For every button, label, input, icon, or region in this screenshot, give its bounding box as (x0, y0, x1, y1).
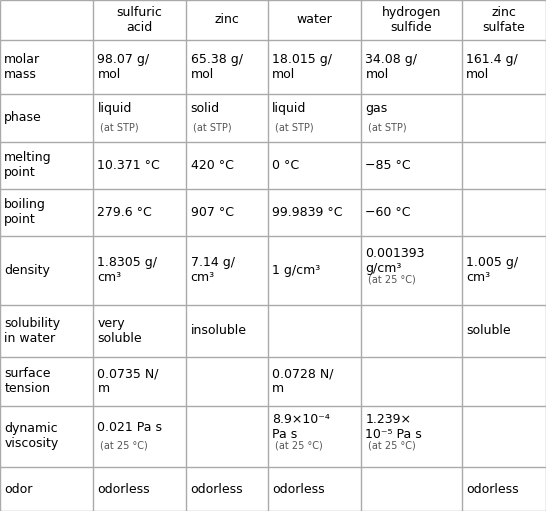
Text: insoluble: insoluble (191, 324, 247, 337)
Text: (at STP): (at STP) (100, 122, 139, 132)
Text: zinc
sulfate: zinc sulfate (483, 6, 525, 34)
Text: boiling
point: boiling point (4, 198, 46, 226)
Text: hydrogen
sulfide: hydrogen sulfide (382, 6, 441, 34)
Text: −60 °C: −60 °C (365, 206, 411, 219)
Text: 10.371 °C: 10.371 °C (98, 159, 160, 172)
Text: phase: phase (4, 111, 42, 124)
Text: solubility
in water: solubility in water (4, 317, 61, 345)
Text: very
soluble: very soluble (98, 317, 142, 345)
Text: 8.9×10⁻⁴
Pa s: 8.9×10⁻⁴ Pa s (272, 413, 330, 442)
Text: 98.07 g/
mol: 98.07 g/ mol (98, 53, 150, 81)
Text: soluble: soluble (466, 324, 511, 337)
Text: odorless: odorless (191, 482, 243, 496)
Text: 1.239×
10⁻⁵ Pa s: 1.239× 10⁻⁵ Pa s (365, 413, 422, 442)
Text: molar
mass: molar mass (4, 53, 40, 81)
Text: sulfuric
acid: sulfuric acid (117, 6, 163, 34)
Text: 34.08 g/
mol: 34.08 g/ mol (365, 53, 418, 81)
Text: water: water (296, 13, 333, 27)
Text: 1.8305 g/
cm³: 1.8305 g/ cm³ (98, 256, 157, 284)
Text: 279.6 °C: 279.6 °C (98, 206, 152, 219)
Text: 65.38 g/
mol: 65.38 g/ mol (191, 53, 242, 81)
Text: surface
tension: surface tension (4, 367, 51, 396)
Text: odorless: odorless (272, 482, 325, 496)
Text: 907 °C: 907 °C (191, 206, 234, 219)
Text: 161.4 g/
mol: 161.4 g/ mol (466, 53, 518, 81)
Text: (at STP): (at STP) (275, 122, 314, 132)
Text: melting
point: melting point (4, 151, 52, 179)
Text: (at STP): (at STP) (368, 122, 407, 132)
Text: odorless: odorless (98, 482, 150, 496)
Text: 0.021 Pa s: 0.021 Pa s (98, 421, 163, 434)
Text: liquid: liquid (98, 102, 132, 115)
Text: (at STP): (at STP) (193, 122, 232, 132)
Text: liquid: liquid (272, 102, 307, 115)
Text: (at 25 °C): (at 25 °C) (100, 440, 148, 451)
Text: 0.001393
g/cm³: 0.001393 g/cm³ (365, 247, 425, 275)
Text: 0 °C: 0 °C (272, 159, 299, 172)
Text: density: density (4, 264, 50, 276)
Text: (at 25 °C): (at 25 °C) (368, 440, 416, 451)
Text: 18.015 g/
mol: 18.015 g/ mol (272, 53, 333, 81)
Text: 420 °C: 420 °C (191, 159, 234, 172)
Text: −85 °C: −85 °C (365, 159, 411, 172)
Text: (at 25 °C): (at 25 °C) (368, 274, 416, 284)
Text: solid: solid (191, 102, 219, 115)
Text: 7.14 g/
cm³: 7.14 g/ cm³ (191, 256, 235, 284)
Text: 1.005 g/
cm³: 1.005 g/ cm³ (466, 256, 518, 284)
Text: 99.9839 °C: 99.9839 °C (272, 206, 343, 219)
Text: (at 25 °C): (at 25 °C) (275, 440, 323, 451)
Text: zinc: zinc (215, 13, 240, 27)
Text: 1 g/cm³: 1 g/cm³ (272, 264, 321, 276)
Text: odor: odor (4, 482, 33, 496)
Text: gas: gas (365, 102, 388, 115)
Text: odorless: odorless (466, 482, 519, 496)
Text: 0.0728 N/
m: 0.0728 N/ m (272, 367, 334, 396)
Text: 0.0735 N/
m: 0.0735 N/ m (98, 367, 159, 396)
Text: dynamic
viscosity: dynamic viscosity (4, 423, 58, 451)
